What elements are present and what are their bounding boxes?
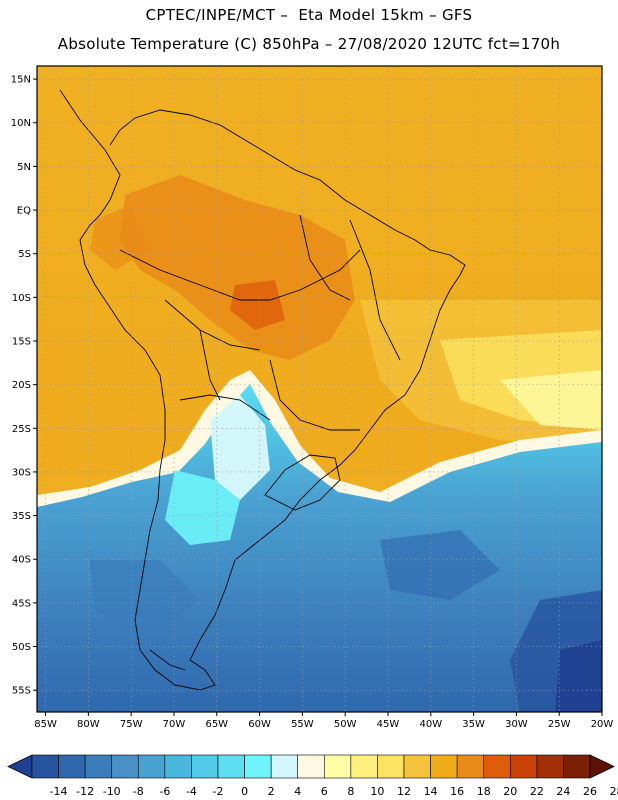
colorbar-swatch (244, 754, 272, 779)
colorbar-label: 2 (268, 785, 275, 798)
colorbar-label: 14 (424, 785, 438, 798)
colorbar-label: 26 (583, 785, 597, 798)
colorbar-label: 18 (477, 785, 491, 798)
colorbar-swatch (536, 754, 564, 779)
colorbar-swatch (164, 754, 192, 779)
colorbar-swatch (137, 754, 166, 779)
colorbar-swatch (430, 754, 458, 779)
colorbar-label: -8 (133, 785, 144, 798)
lat-label: 10S (12, 293, 31, 304)
lat-label: 5N (17, 162, 31, 173)
colorbar-label: -14 (50, 785, 68, 798)
colorbar-label: -2 (213, 785, 224, 798)
lat-label: 20S (12, 380, 31, 391)
colorbar-label: 10 (370, 785, 384, 798)
lon-label: 25W (548, 719, 571, 730)
colorbar-swatch (323, 754, 352, 779)
lon-label: 70W (163, 719, 186, 730)
colorbar-label: -6 (159, 785, 170, 798)
colorbar-label: -12 (76, 785, 94, 798)
colorbar-arrow-right (589, 754, 615, 779)
colorbar: -14 -12 -10 -8 -6 -4 -2 0 2 4 6 8 10 12 14 16 18 20 22 24 26… (7, 754, 618, 798)
map-subtitle: Absolute Temperature (C) 850hPa – 27/08/… (57, 35, 561, 53)
colorbar-arrow-left (7, 754, 33, 779)
lat-label: 5S (18, 249, 31, 260)
colorbar-swatch (217, 754, 245, 779)
lon-label: 30W (505, 719, 528, 730)
colorbar-swatch (456, 754, 485, 779)
lon-label: 40W (419, 719, 442, 730)
lon-label: 35W (462, 719, 485, 730)
colorbar-swatch (191, 754, 219, 779)
lat-label: 40S (12, 555, 31, 566)
lon-label: 60W (248, 719, 271, 730)
lon-label: 20W (591, 719, 614, 730)
colorbar-swatch (270, 754, 299, 779)
lon-label: 50W (334, 719, 357, 730)
lat-label: 10N (11, 118, 31, 129)
lat-label: 55S (12, 686, 31, 697)
colorbar-label: -4 (186, 785, 197, 798)
map-title: CPTEC/INPE/MCT – Eta Model 15km – GFS (145, 6, 473, 24)
colorbar-swatch (563, 754, 591, 779)
lon-label: 85W (34, 719, 57, 730)
colorbar-label: 28 (610, 785, 618, 798)
colorbar-label: 4 (294, 785, 301, 798)
colorbar-label: 8 (347, 785, 354, 798)
colorbar-swatch (58, 754, 86, 779)
lon-label: 75W (120, 719, 143, 730)
lat-label: 15S (12, 336, 31, 347)
map-frame (36, 65, 603, 713)
colorbar-swatch (509, 754, 538, 779)
lat-label: 45S (12, 598, 31, 609)
lat-label: 25S (12, 424, 31, 435)
colorbar-swatch (111, 754, 139, 779)
coastlines (59, 89, 466, 691)
colorbar-label: 6 (321, 785, 328, 798)
colorbar-label: 12 (397, 785, 411, 798)
colorbar-label: -10 (103, 785, 121, 798)
colorbar-swatch (350, 754, 378, 779)
lat-label: 35S (12, 511, 31, 522)
lat-label: 30S (12, 467, 31, 478)
temperature-field (37, 66, 602, 712)
colorbar-label: 22 (530, 785, 544, 798)
colorbar-swatch (483, 754, 511, 779)
colorbar-swatch (297, 754, 325, 779)
colorbar-label: 20 (503, 785, 517, 798)
lat-label: 15N (11, 75, 31, 86)
colorbar-label: 16 (450, 785, 464, 798)
lon-label: 65W (205, 719, 228, 730)
colorbar-swatch (31, 754, 59, 779)
lat-label: 50S (12, 642, 31, 653)
lon-label: 80W (77, 719, 100, 730)
lat-label: EQ (17, 206, 31, 217)
lon-label: 55W (291, 719, 314, 730)
colorbar-swatch (84, 754, 113, 779)
colorbar-label: 0 (241, 785, 248, 798)
colorbar-swatch (377, 754, 405, 779)
colorbar-label: 24 (556, 785, 570, 798)
lon-label: 45W (377, 719, 400, 730)
colorbar-swatch (403, 754, 431, 779)
